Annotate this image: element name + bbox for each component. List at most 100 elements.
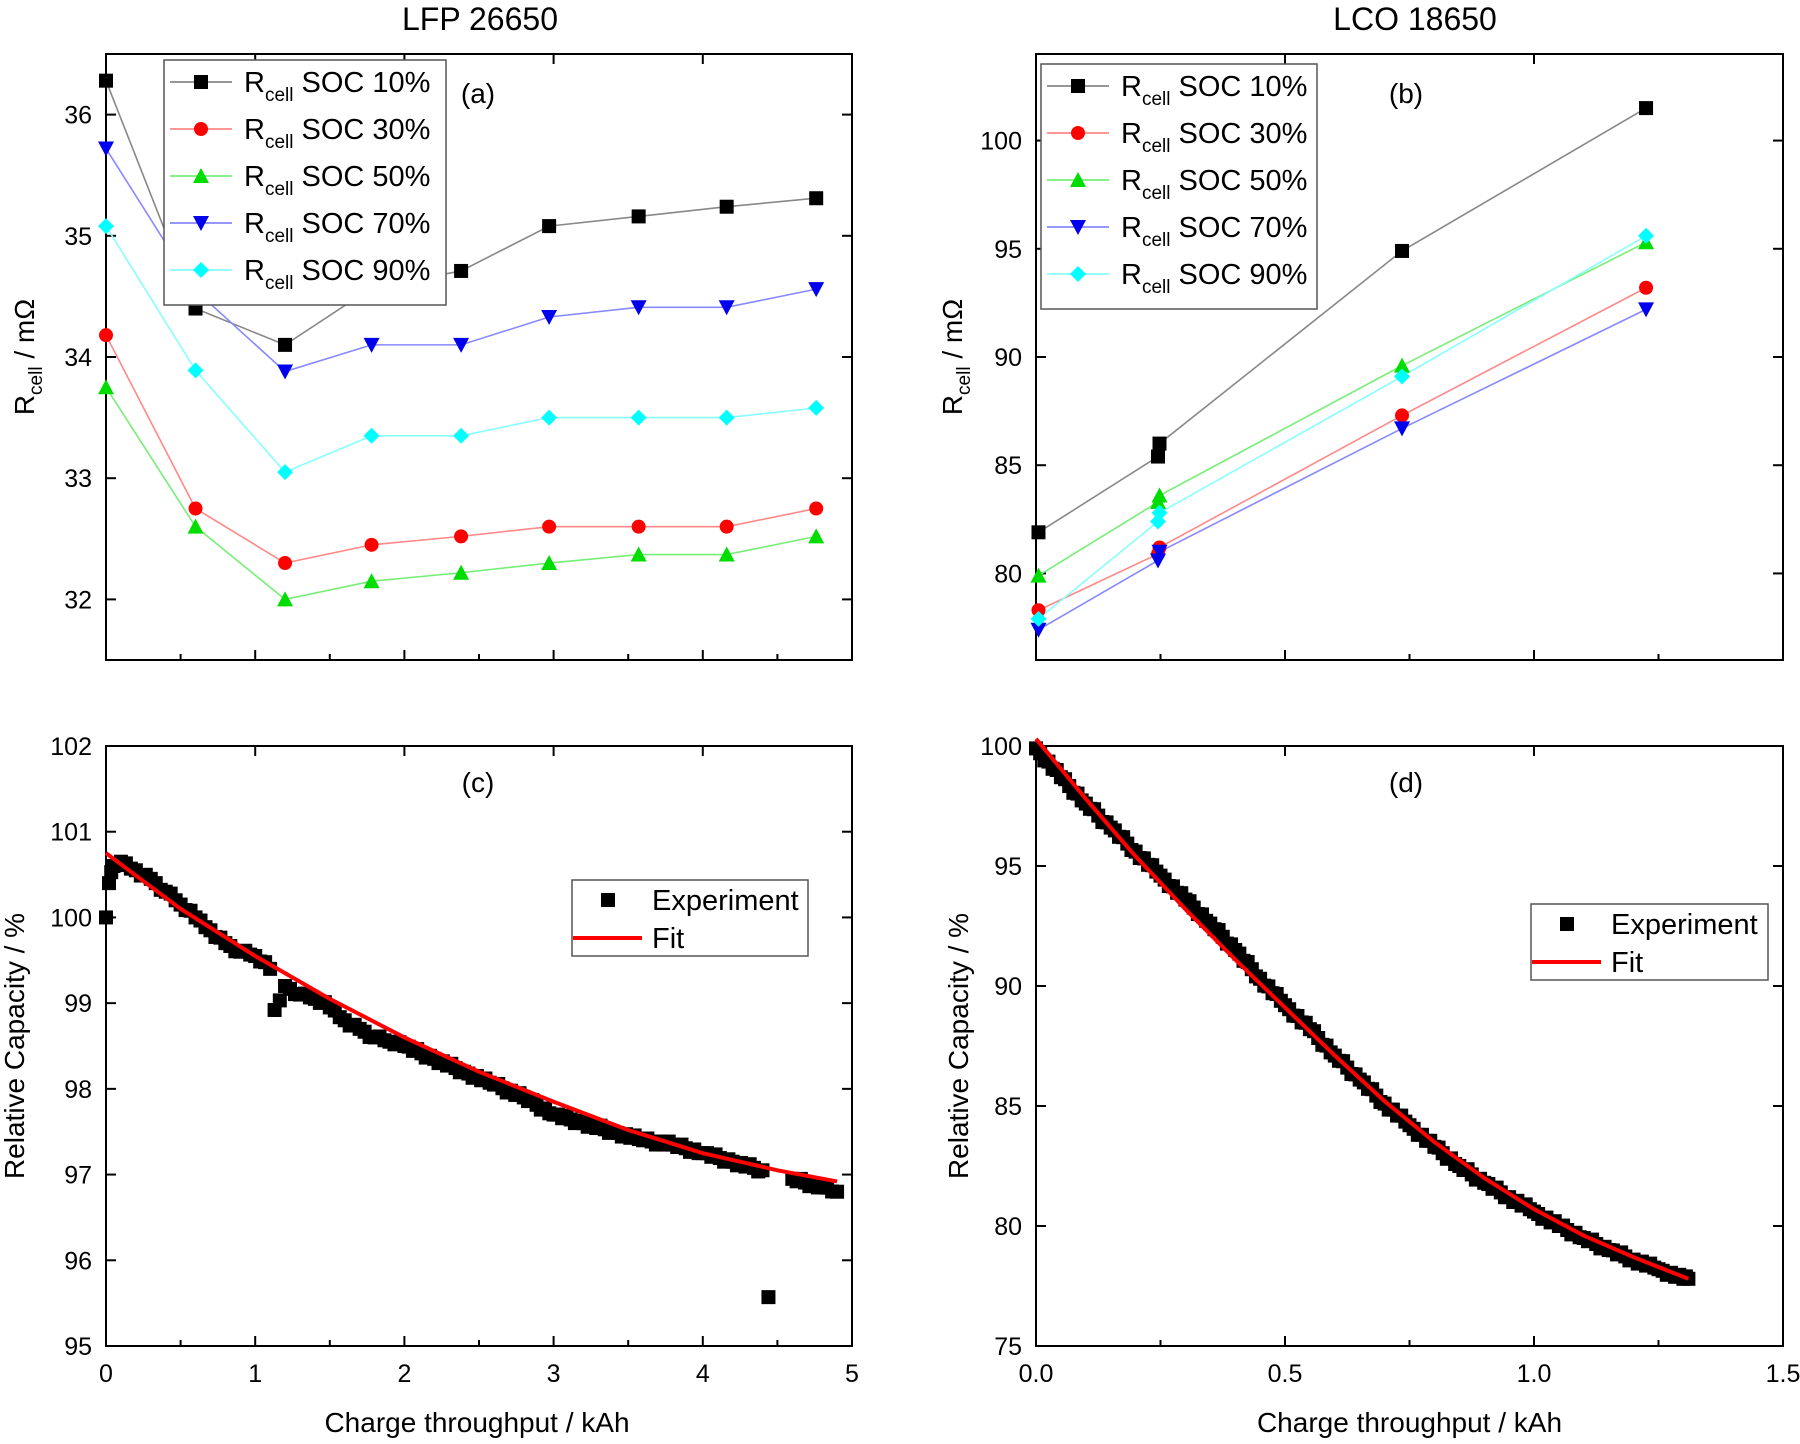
y-axis-label: Rcell / mΩ [937, 299, 975, 415]
y-tick-label: 99 [64, 990, 92, 1018]
y-tick-label: 97 [64, 1162, 92, 1190]
data-point [761, 1290, 776, 1305]
data-point [99, 910, 113, 925]
data-point [98, 379, 114, 395]
data-point [808, 282, 825, 298]
plot-frame [105, 745, 853, 1347]
data-point [453, 337, 470, 353]
data-point [1030, 622, 1047, 638]
data-point [541, 555, 558, 571]
data-point [277, 364, 294, 380]
data-point [1639, 101, 1654, 116]
legend-marker [1071, 79, 1085, 93]
series-line [105, 334, 817, 564]
legend-marker [601, 893, 615, 907]
panel-b: 80 85 90 95 100 Rcell / mΩ Rcell SOC 10% Rcell … [937, 53, 1784, 661]
data-point [187, 518, 204, 534]
x-tick-label: 1.5 [1766, 1360, 1800, 1388]
legend-label: Rcell SOC 50% [244, 161, 430, 200]
x-tick-label: 1 [248, 1360, 262, 1388]
data-point [1031, 525, 1046, 540]
legend-label: Rcell SOC 30% [244, 114, 430, 153]
data-point [363, 337, 380, 353]
x-tick-label: 1.0 [1517, 1360, 1552, 1388]
y-tick-label: 33 [64, 465, 92, 493]
data-point [718, 546, 735, 562]
panel-label: (d) [1389, 767, 1423, 798]
data-point [542, 519, 557, 534]
data-point [453, 427, 470, 444]
legend-marker [1071, 126, 1085, 140]
panel-label: (a) [461, 78, 495, 109]
data-point [542, 219, 557, 234]
fit-line [104, 851, 838, 1184]
data-point [1152, 436, 1167, 451]
y-tick-label: 102 [50, 733, 92, 761]
x-tick-label: 2 [397, 1360, 411, 1388]
data-point [278, 556, 293, 571]
data-point [1151, 504, 1168, 521]
y-tick-label: 75 [994, 1333, 1022, 1361]
legend-box [163, 59, 447, 306]
legend-label: Fit [1611, 947, 1643, 979]
data-point [541, 310, 558, 326]
legend-label: Experiment [1611, 909, 1758, 941]
data-point [454, 529, 469, 544]
legend-label: Rcell SOC 90% [244, 255, 430, 294]
data-point [272, 993, 287, 1008]
x-tick-label: 0.0 [1019, 1360, 1054, 1388]
data-point [99, 328, 113, 343]
data-point [1395, 243, 1410, 258]
col-title-lfp: LFP 26650 [402, 1, 558, 37]
panel-label: (b) [1389, 78, 1423, 109]
data-point [363, 573, 380, 589]
data-point [808, 528, 825, 544]
y-tick-label: 80 [994, 1213, 1022, 1241]
data-point [825, 1184, 840, 1199]
series-line [1038, 287, 1647, 611]
fit-line [1034, 737, 1690, 1281]
legend-marker [193, 262, 209, 278]
data-point [718, 300, 735, 316]
plot-frame [1035, 745, 1784, 1347]
legend-label: Rcell SOC 30% [1121, 118, 1307, 157]
legend-label: Rcell SOC 10% [244, 67, 430, 106]
legend-label: Rcell SOC 70% [1121, 212, 1307, 251]
y-tick-label: 95 [994, 236, 1022, 264]
data-point [1150, 553, 1167, 569]
legend-marker [1560, 917, 1574, 931]
y-tick-label: 90 [994, 344, 1022, 372]
data-point [1031, 603, 1046, 618]
data-point [809, 191, 824, 206]
legend-box [571, 879, 809, 957]
data-point [809, 501, 824, 516]
data-point [277, 591, 294, 607]
y-tick-label: 100 [980, 733, 1022, 761]
data-point [719, 519, 734, 534]
legend-label: Rcell SOC 70% [244, 208, 430, 247]
y-tick-label: 98 [64, 1076, 92, 1104]
data-point [1394, 421, 1411, 437]
data-point [631, 519, 646, 534]
x-tick-label: 0.5 [1268, 1360, 1303, 1388]
y-tick-label: 85 [994, 452, 1022, 480]
legend-marker [1070, 172, 1086, 187]
legend-marker [194, 122, 208, 136]
legend-box [1530, 903, 1769, 981]
legend-label: Rcell SOC 10% [1121, 71, 1307, 110]
y-axis-label: Rcell / mΩ [9, 299, 47, 415]
data-point [364, 537, 379, 552]
data-point [1030, 610, 1047, 627]
legend-marker [1070, 266, 1086, 282]
panel-label: (c) [462, 767, 495, 798]
series-line [1038, 308, 1647, 631]
data-point [631, 209, 646, 224]
legend-label: Rcell SOC 50% [1121, 165, 1307, 204]
y-tick-label: 85 [994, 1093, 1022, 1121]
data-point [277, 464, 294, 481]
legend-label: Experiment [652, 885, 799, 917]
data-point [1394, 368, 1411, 385]
x-tick-label: 4 [696, 1360, 710, 1388]
legend-label: Rcell SOC 90% [1121, 259, 1307, 298]
data-point [1638, 227, 1655, 244]
